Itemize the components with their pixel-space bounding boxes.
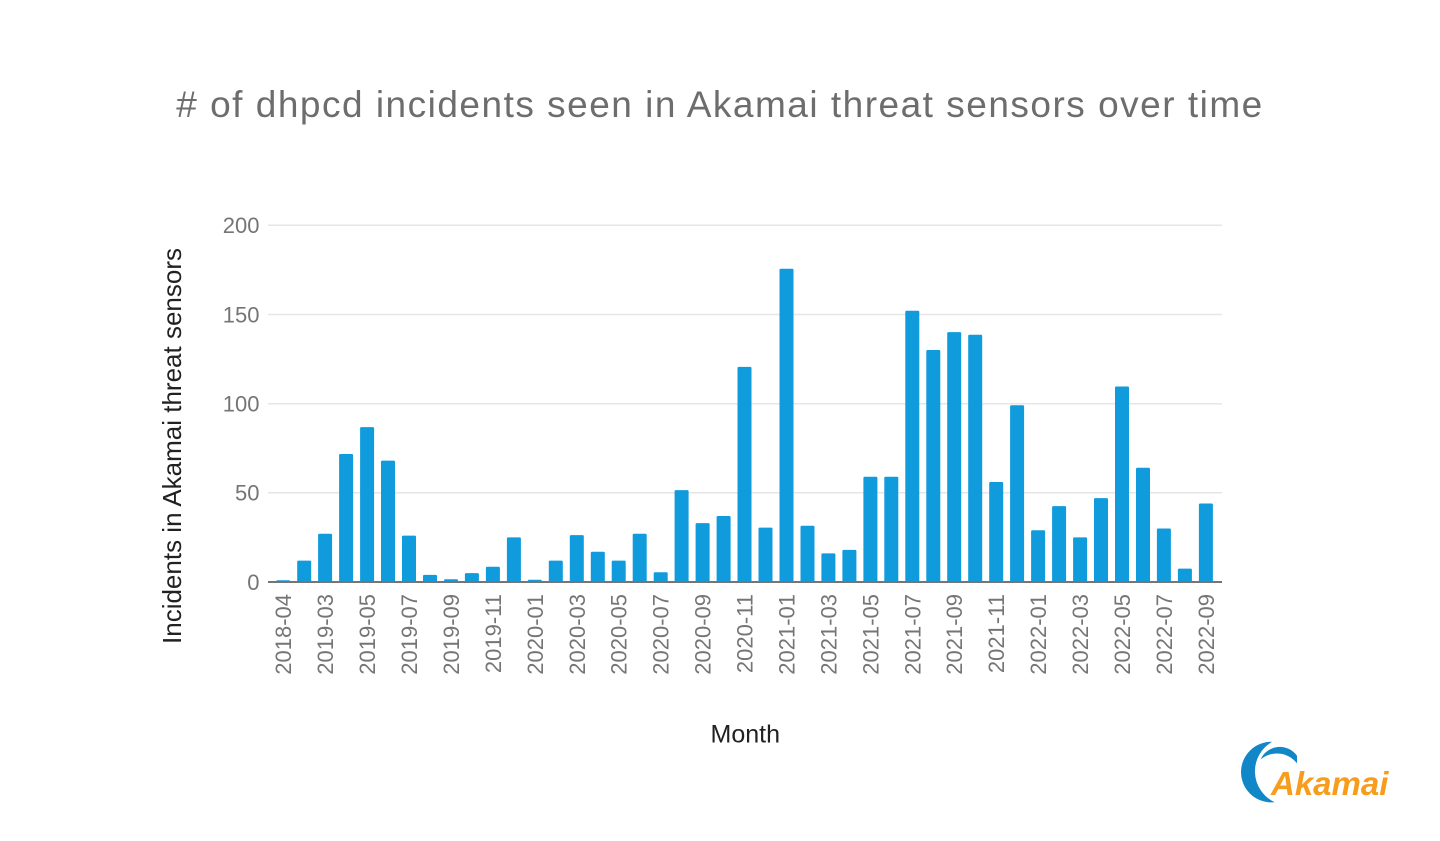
svg-text:2022-07: 2022-07 xyxy=(1152,594,1177,675)
svg-text:2020-11: 2020-11 xyxy=(733,594,758,673)
svg-text:200: 200 xyxy=(223,213,260,238)
svg-text:2019-09: 2019-09 xyxy=(439,594,464,675)
svg-text:0: 0 xyxy=(247,570,259,595)
svg-text:2019-03: 2019-03 xyxy=(313,594,338,675)
svg-text:50: 50 xyxy=(235,481,259,506)
svg-text:2019-11: 2019-11 xyxy=(481,594,506,673)
svg-text:2021-11: 2021-11 xyxy=(984,594,1009,673)
svg-text:2019-05: 2019-05 xyxy=(355,594,380,675)
svg-text:2021-01: 2021-01 xyxy=(775,594,800,675)
svg-text:2018-04: 2018-04 xyxy=(271,594,296,675)
svg-text:2022-05: 2022-05 xyxy=(1110,594,1135,675)
svg-text:2021-07: 2021-07 xyxy=(900,594,925,675)
svg-text:2022-09: 2022-09 xyxy=(1194,594,1219,675)
svg-text:Akamai: Akamai xyxy=(1270,765,1389,802)
svg-text:2020-09: 2020-09 xyxy=(691,594,716,675)
svg-text:2022-03: 2022-03 xyxy=(1068,594,1093,675)
svg-text:2022-01: 2022-01 xyxy=(1026,594,1051,675)
svg-text:2021-03: 2021-03 xyxy=(816,594,841,675)
svg-text:Incidents in Akamai threat sen: Incidents in Akamai threat sensors xyxy=(157,248,187,644)
svg-text:100: 100 xyxy=(223,392,260,417)
svg-text:150: 150 xyxy=(223,302,260,327)
svg-text:2021-05: 2021-05 xyxy=(858,594,883,675)
svg-text:# of dhpcd incidents seen in A: # of dhpcd incidents seen in Akamai thre… xyxy=(176,84,1263,125)
svg-text:2020-03: 2020-03 xyxy=(565,594,590,675)
svg-text:2020-01: 2020-01 xyxy=(523,594,548,675)
svg-text:Month: Month xyxy=(711,721,780,749)
svg-text:2021-09: 2021-09 xyxy=(942,594,967,675)
svg-text:2019-07: 2019-07 xyxy=(397,594,422,675)
svg-text:2020-07: 2020-07 xyxy=(649,594,674,675)
svg-text:2020-05: 2020-05 xyxy=(607,594,632,675)
